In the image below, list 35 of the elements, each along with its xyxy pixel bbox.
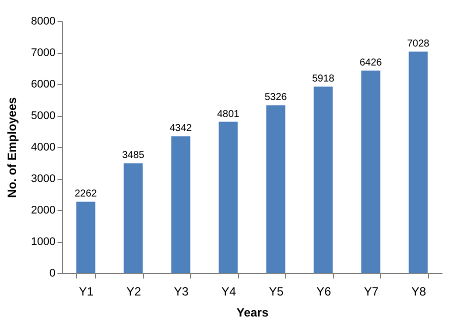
bar — [408, 52, 428, 273]
data-label: 5918 — [312, 74, 335, 85]
x-tick-label: Y1 — [78, 284, 94, 298]
y-tick-label: 1000 — [31, 236, 56, 248]
x-tick-label: Y7 — [364, 284, 379, 298]
data-label: 3485 — [122, 150, 145, 162]
data-label: 7028 — [407, 38, 430, 50]
data-label: 6426 — [360, 58, 382, 69]
y-tick-label: 4000 — [31, 142, 56, 154]
bar — [314, 86, 333, 273]
x-tick-label: Y8 — [411, 284, 426, 298]
bar — [361, 70, 380, 273]
bar — [266, 105, 286, 273]
x-axis-title: Years — [236, 306, 269, 320]
y-tick-label: 3000 — [31, 173, 56, 185]
x-tick-label: Y5 — [268, 284, 284, 298]
y-tick-label: 6000 — [31, 78, 56, 90]
data-label: 4342 — [170, 123, 192, 134]
data-label: 2262 — [74, 188, 98, 200]
y-tick-label: 0 — [49, 268, 56, 280]
y-axis-title: No. of Employees — [5, 96, 20, 198]
bar — [171, 136, 190, 273]
x-tick-label: Y3 — [174, 284, 189, 298]
x-tick-label: Y2 — [126, 284, 142, 298]
data-label: 5326 — [264, 92, 288, 104]
bar — [218, 122, 238, 273]
y-tick-label: 5000 — [31, 110, 56, 122]
y-tick-label: 7000 — [31, 47, 56, 59]
x-tick-label: Y4 — [221, 284, 236, 298]
data-label: 4801 — [217, 108, 240, 120]
y-tick-label: 2000 — [31, 204, 56, 216]
y-tick-label: 8000 — [31, 16, 56, 28]
bar — [124, 163, 143, 273]
x-tick-label: Y6 — [316, 284, 332, 298]
bar — [76, 202, 96, 273]
